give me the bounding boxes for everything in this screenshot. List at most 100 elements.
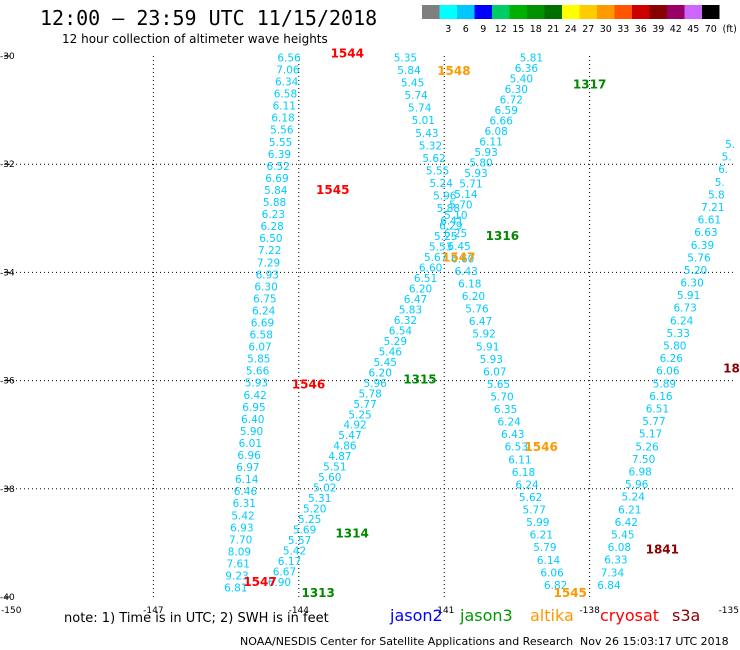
wave-height-value: 5.14 xyxy=(454,189,478,201)
legend-swatch xyxy=(457,5,475,19)
wave-height-value: 6.54 xyxy=(389,325,413,337)
wave-height-value: 5.85 xyxy=(247,354,270,366)
wave-height-value: 6.16 xyxy=(649,391,673,403)
wave-height-value: 6.41 xyxy=(440,216,463,228)
pass-time-label: 1317 xyxy=(573,77,606,91)
legend-label: 45 xyxy=(687,24,699,35)
legend-label: 42 xyxy=(670,24,682,35)
legend-swatch xyxy=(544,5,562,19)
wave-height-value: 5.70 xyxy=(449,199,472,211)
wave-height-value: 5.32 xyxy=(419,140,442,152)
lat-tick-label: -40 xyxy=(0,593,15,603)
wave-height-value: 5.78 xyxy=(358,388,381,400)
legend-swatch xyxy=(439,5,457,19)
wave-height-value: 5.69 xyxy=(293,525,316,537)
wave-height-value: 5.8 xyxy=(708,189,725,201)
wave-height-value: 5.77 xyxy=(523,505,546,517)
wave-height-value: 5.45 xyxy=(401,78,424,90)
wave-height-value: 5.74 xyxy=(408,103,432,115)
wave-height-value: 5.96 xyxy=(625,479,649,491)
wave-height-value: 6.63 xyxy=(694,227,717,239)
wave-height-value: 5.33 xyxy=(667,328,690,340)
wave-height-value: 6.30 xyxy=(680,278,703,290)
wave-height-value: 5.53 xyxy=(429,241,452,253)
wave-height-value: 6.11 xyxy=(508,454,531,466)
footnote: note: 1) Time is in UTC; 2) SWH is in fe… xyxy=(64,611,329,626)
wave-height-value: 5.93 xyxy=(480,354,503,366)
wave-height-value: 6.18 xyxy=(458,278,481,290)
wave-height-value: 6.84 xyxy=(597,580,621,592)
wave-height-value: 6.08 xyxy=(484,126,507,138)
wave-height-value: 6.47 xyxy=(469,316,492,328)
wave-height-value: 5.65 xyxy=(487,379,510,391)
wave-height-value: 6.52 xyxy=(267,161,290,173)
wave-height-value: 5.70 xyxy=(490,392,513,404)
wave-height-value: 6.24 xyxy=(252,305,276,317)
wave-height-value: 6.26 xyxy=(660,353,684,365)
wave-height-value: 6.46 xyxy=(234,486,258,498)
wave-height-value: 5.42 xyxy=(283,546,306,558)
wave-height-value: 5.51 xyxy=(323,462,346,474)
wave-height-value: 6.73 xyxy=(673,303,696,315)
satellite-track: 5.816.365.406.306.726.596.666.086.115.93… xyxy=(268,52,543,589)
legend-label: 9 xyxy=(480,24,486,35)
wave-height-value: 5.46 xyxy=(379,346,403,358)
wave-height-value: 6.20 xyxy=(409,283,432,295)
lon-tick-label: -141 xyxy=(434,606,454,616)
wave-height-value: 5.17 xyxy=(639,429,662,441)
wave-height-value: 6.43 xyxy=(455,266,478,278)
wave-height-value: 7.22 xyxy=(258,245,281,257)
wave-height-value: 6.60 xyxy=(419,262,442,274)
legend-label: 18 xyxy=(530,24,542,35)
wave-height-value: 6.14 xyxy=(537,555,561,567)
wave-height-value: 6.69 xyxy=(265,173,288,185)
wave-height-value: 6.93 xyxy=(230,522,253,534)
wave-height-value: 6.60 xyxy=(451,253,474,265)
pass-time-label: 1315 xyxy=(403,372,436,386)
wave-height-value: 6.24 xyxy=(497,417,521,429)
wave-height-value: 6.34 xyxy=(275,77,299,89)
wave-height-value: 6.24 xyxy=(670,315,694,327)
wave-height-value: 5.93 xyxy=(464,168,487,180)
wave-height-value: 6.58 xyxy=(274,89,297,101)
wave-height-value: 5.35 xyxy=(394,52,417,64)
legend-label: 24 xyxy=(565,24,577,35)
wave-height-value: 5. xyxy=(715,177,725,189)
legend-label: 6 xyxy=(463,24,469,35)
wave-height-value: 8.09 xyxy=(228,546,251,558)
satellite-track: 5.5.6.5.5.87.216.616.636.395.765.206.305… xyxy=(597,139,735,592)
wave-height-value: 5.24 xyxy=(430,178,454,190)
pass-time-label: 1316 xyxy=(486,229,519,243)
pass-time-label: 1313 xyxy=(301,586,334,600)
wave-height-value: 5.89 xyxy=(653,378,676,390)
wave-height-value: 5.02 xyxy=(313,483,336,495)
wave-height-value: 6.40 xyxy=(241,414,264,426)
wave-height-value: 6.42 xyxy=(615,517,638,529)
wave-height-value: 6.29 xyxy=(439,220,462,232)
wave-height-value: 5.99 xyxy=(526,517,549,529)
lon-tick-label: -150 xyxy=(1,606,22,616)
satellite-jason2-label: jason2 xyxy=(390,606,443,625)
legend-swatch xyxy=(579,5,597,19)
wave-height-value: 5.62 xyxy=(519,492,542,504)
wave-height-value: 5.74 xyxy=(404,90,428,102)
wave-height-value: 5.10 xyxy=(444,210,467,222)
wave-height-value: 5.66 xyxy=(246,366,270,378)
wave-height-value: 5.26 xyxy=(635,441,659,453)
pass-time-label: 1547 xyxy=(442,251,475,265)
lon-tick-label: -138 xyxy=(579,606,600,616)
lat-tick-label: -34 xyxy=(0,268,15,278)
wave-height-value: 6.98 xyxy=(628,467,651,479)
page-title: 12:00 – 23:59 UTC 11/15/2018 xyxy=(40,6,378,30)
wave-height-value: 6.51 xyxy=(646,404,669,416)
legend-swatch xyxy=(632,5,650,19)
wave-height-value: 6.18 xyxy=(271,113,294,125)
wave-height-value: 5.60 xyxy=(318,472,341,484)
pass-time-label: 1545 xyxy=(554,586,587,600)
wave-height-value: 6.90 xyxy=(268,577,291,589)
legend-label: 21 xyxy=(547,24,559,35)
wave-height-value: 6.50 xyxy=(259,233,282,245)
legend-swatch xyxy=(649,5,667,19)
legend-label: 12 xyxy=(495,24,507,35)
legend-swatch xyxy=(492,5,510,19)
